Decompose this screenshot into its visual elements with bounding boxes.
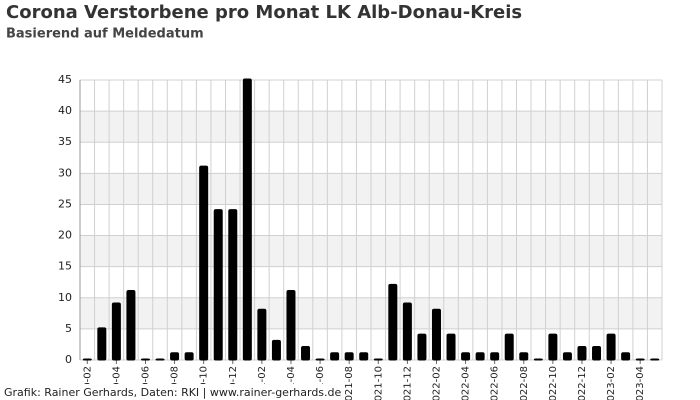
y-tick-label: 40 [58, 104, 72, 117]
y-tick-label: 5 [65, 322, 72, 335]
x-tick-label: 2022-12 [577, 366, 588, 400]
y-tick-label: 10 [58, 291, 72, 304]
bar [621, 352, 631, 361]
y-tick-label: 30 [58, 166, 72, 179]
bar [504, 333, 514, 361]
bar [242, 78, 252, 361]
bar [82, 358, 92, 361]
bar [140, 358, 150, 361]
bar [359, 352, 369, 361]
bar [301, 346, 311, 361]
x-tick-label: 2020-12 [228, 366, 239, 400]
x-tick-label: 2021-06 [315, 366, 326, 400]
bar [402, 302, 412, 361]
x-tick-label: 2021-12 [402, 366, 413, 400]
x-tick-label: 2020-06 [140, 366, 151, 400]
bar [548, 333, 558, 361]
bar [490, 352, 500, 361]
x-tick-label: 2020-02 [82, 366, 93, 400]
x-tick-label: 2022-06 [490, 366, 501, 400]
bar [330, 352, 340, 361]
x-tick-label: 2022-02 [431, 366, 442, 400]
bar [650, 358, 660, 361]
footer: Grafik: Rainer Gerhards, Daten: RKI | ww… [4, 386, 342, 399]
bar [373, 358, 383, 361]
bar [170, 352, 180, 361]
x-tick-label: 2020-10 [199, 366, 210, 400]
bar [562, 352, 572, 361]
x-tick-label: 2022-10 [548, 366, 559, 400]
bar [592, 346, 602, 361]
bar [97, 327, 107, 361]
y-tick-label: 45 [58, 73, 72, 86]
bar [155, 358, 165, 361]
bar [344, 352, 354, 361]
chart-title: Corona Verstorbene pro Monat LK Alb-Dona… [6, 2, 522, 23]
bar [184, 352, 194, 361]
bar [417, 333, 427, 361]
y-tick-label: 15 [58, 260, 72, 273]
bar [199, 165, 209, 361]
x-tick-label: 2022-04 [461, 366, 472, 400]
x-tick-label: 2021-02 [257, 366, 268, 400]
x-tick-label: 2023-04 [635, 366, 646, 400]
x-tick-label: 2020-08 [170, 366, 181, 400]
bar [606, 333, 616, 361]
x-tick-label: 2022-08 [519, 366, 530, 400]
bar [533, 358, 543, 361]
x-tick-label: 2021-10 [373, 366, 384, 400]
bar [431, 308, 441, 361]
bar [286, 290, 296, 361]
x-tick-label: 2021-04 [286, 366, 297, 400]
bar [228, 209, 238, 361]
bar [257, 308, 267, 361]
bar [475, 352, 485, 361]
bar [213, 209, 223, 361]
bar [388, 283, 398, 361]
y-tick-label: 35 [58, 135, 72, 148]
bar [577, 346, 587, 361]
y-tick-label: 25 [58, 197, 72, 210]
x-tick-label: 2021-08 [344, 366, 355, 400]
bar [111, 302, 121, 361]
bar [446, 333, 456, 361]
chart-subtitle: Basierend auf Meldedatum [6, 27, 204, 42]
bar [126, 290, 136, 361]
x-tick-label: 2020-04 [111, 366, 122, 400]
bar [315, 358, 325, 361]
plot: 0 5 10 15 20 25 30 35 40 45 2020-02 2020-04 2020-06 2… [58, 73, 663, 400]
y-tick-label: 20 [58, 229, 72, 242]
y-tick-label: 0 [65, 353, 72, 366]
bar [461, 352, 471, 361]
bar [519, 352, 529, 361]
x-tick-label: 2023-02 [606, 366, 617, 400]
bar [635, 358, 645, 361]
bar [271, 339, 281, 361]
footer-bg [0, 384, 330, 400]
